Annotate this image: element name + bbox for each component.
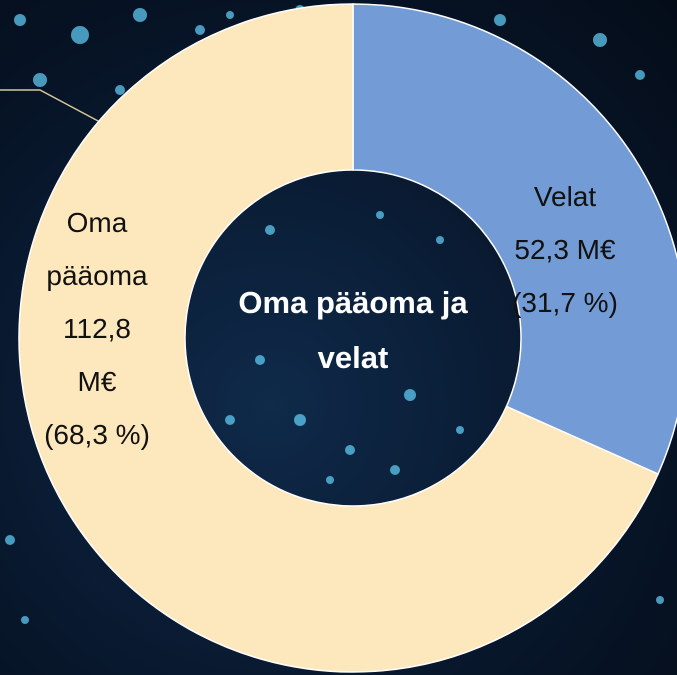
leader-line bbox=[0, 90, 100, 122]
percent-label: (31,7 %) bbox=[480, 276, 650, 329]
percent-label: (68,3 %) bbox=[12, 408, 182, 461]
chart-title: Oma pääoma ja velat bbox=[203, 275, 503, 385]
category-label: Oma pääoma bbox=[22, 196, 172, 302]
value-label: 52,3 M€ bbox=[480, 223, 650, 276]
value-label: 112,8 M€ bbox=[52, 302, 142, 408]
chart-page: Oma pääoma ja velat Velat 52,3 M€ (31,7 … bbox=[0, 0, 677, 675]
category-label: Velat bbox=[480, 170, 650, 223]
